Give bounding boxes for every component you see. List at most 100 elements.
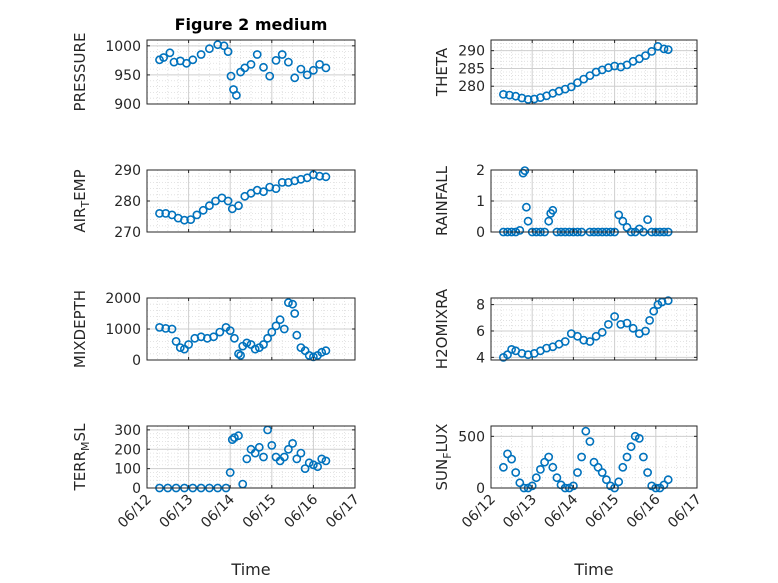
panel-pressure: 900 950 1000 PRESSURE [71,33,356,113]
data-point [277,177,287,187]
data-point [225,468,235,477]
data-point [628,323,638,333]
data-point [610,61,619,71]
data-point [505,90,514,100]
data-point [265,71,275,81]
y-axis-label: PRESSURE [71,33,89,112]
data-point [614,477,624,487]
data-point [527,481,537,491]
y-tick-label: 8 [476,298,485,314]
data-point [498,90,508,99]
data-point [531,473,541,483]
data-point [259,187,268,197]
data-point [544,452,554,462]
data-point [573,468,582,477]
data-point [566,82,576,92]
x-tick-label: 06/12 [459,492,499,532]
data-point [308,65,318,75]
data-point [196,50,206,59]
data-point [315,60,324,69]
data-point [155,322,164,332]
data-point [626,442,636,452]
plot-area [147,40,355,104]
data-point [308,460,318,470]
data-point [321,346,331,356]
data-point [161,323,171,333]
x-tick-label: 06/15 [240,492,280,532]
data-point [259,340,268,349]
x-axis-label-right: Time [573,560,613,579]
data-point [522,202,531,212]
y-axis-label: THETA [433,47,451,97]
data-point [223,47,233,56]
data-point [223,196,233,206]
data-point [225,326,235,335]
data-point [593,462,603,472]
data-point [229,433,239,442]
data-point [663,296,673,305]
data-point [271,184,281,193]
data-point [188,55,198,65]
x-tick-label: 06/14 [541,491,581,531]
data-point [234,349,243,359]
panel-airtemp: 270 280 290 AIRTEMP [71,163,356,241]
data-point [198,205,208,215]
data-point [290,309,300,318]
data-point [252,50,262,59]
data-point [179,215,189,225]
data-point [602,475,611,485]
data-point [529,94,539,104]
data-point [204,201,214,211]
data-point [246,60,256,69]
y-tick-label: 1000 [105,322,141,338]
data-point [645,315,654,325]
data-point [577,452,586,462]
y-tick-label: 200 [114,442,141,458]
data-point [548,205,558,215]
data-point [641,51,650,60]
data-point [219,41,229,51]
data-point [523,216,533,226]
panel-rainfall: 0 1 2 RAINFALL [433,163,698,241]
data-point [536,464,545,474]
data-point [296,448,306,458]
data-point [250,448,260,458]
data-point [159,53,168,62]
data-point [186,215,196,224]
x-tick-label: 06/16 [624,491,664,531]
data-point [552,473,562,483]
y-axis-label: SUNFLUX [433,424,454,491]
data-point [302,70,312,80]
data-point [520,166,530,175]
data-point [321,63,331,73]
data-point [254,442,264,452]
data-point [167,324,177,334]
data-point [165,48,175,58]
y-axis-label: RAINFALL [433,165,451,236]
data-point [507,454,516,464]
data-point [585,337,595,346]
data-point [155,208,164,218]
axes-box [146,425,356,489]
data-point [271,56,281,65]
data-point [544,216,554,226]
y-tick-label: 0 [132,353,141,369]
data-point [171,336,181,346]
data-point [585,437,595,446]
data-point [663,475,673,485]
y-tick-label: 6 [476,324,485,340]
data-point [540,457,549,467]
data-point [267,440,277,450]
y-tick-label: 285 [458,61,485,77]
data-point [591,331,601,341]
data-point [515,225,525,235]
data-point [622,452,632,462]
y-axis-label: AIRTEMP [71,169,92,232]
data-point [215,327,225,337]
data-point [618,462,628,472]
data-point [227,435,237,444]
x-tick-label: 06/15 [583,492,623,532]
data-point [279,452,289,462]
